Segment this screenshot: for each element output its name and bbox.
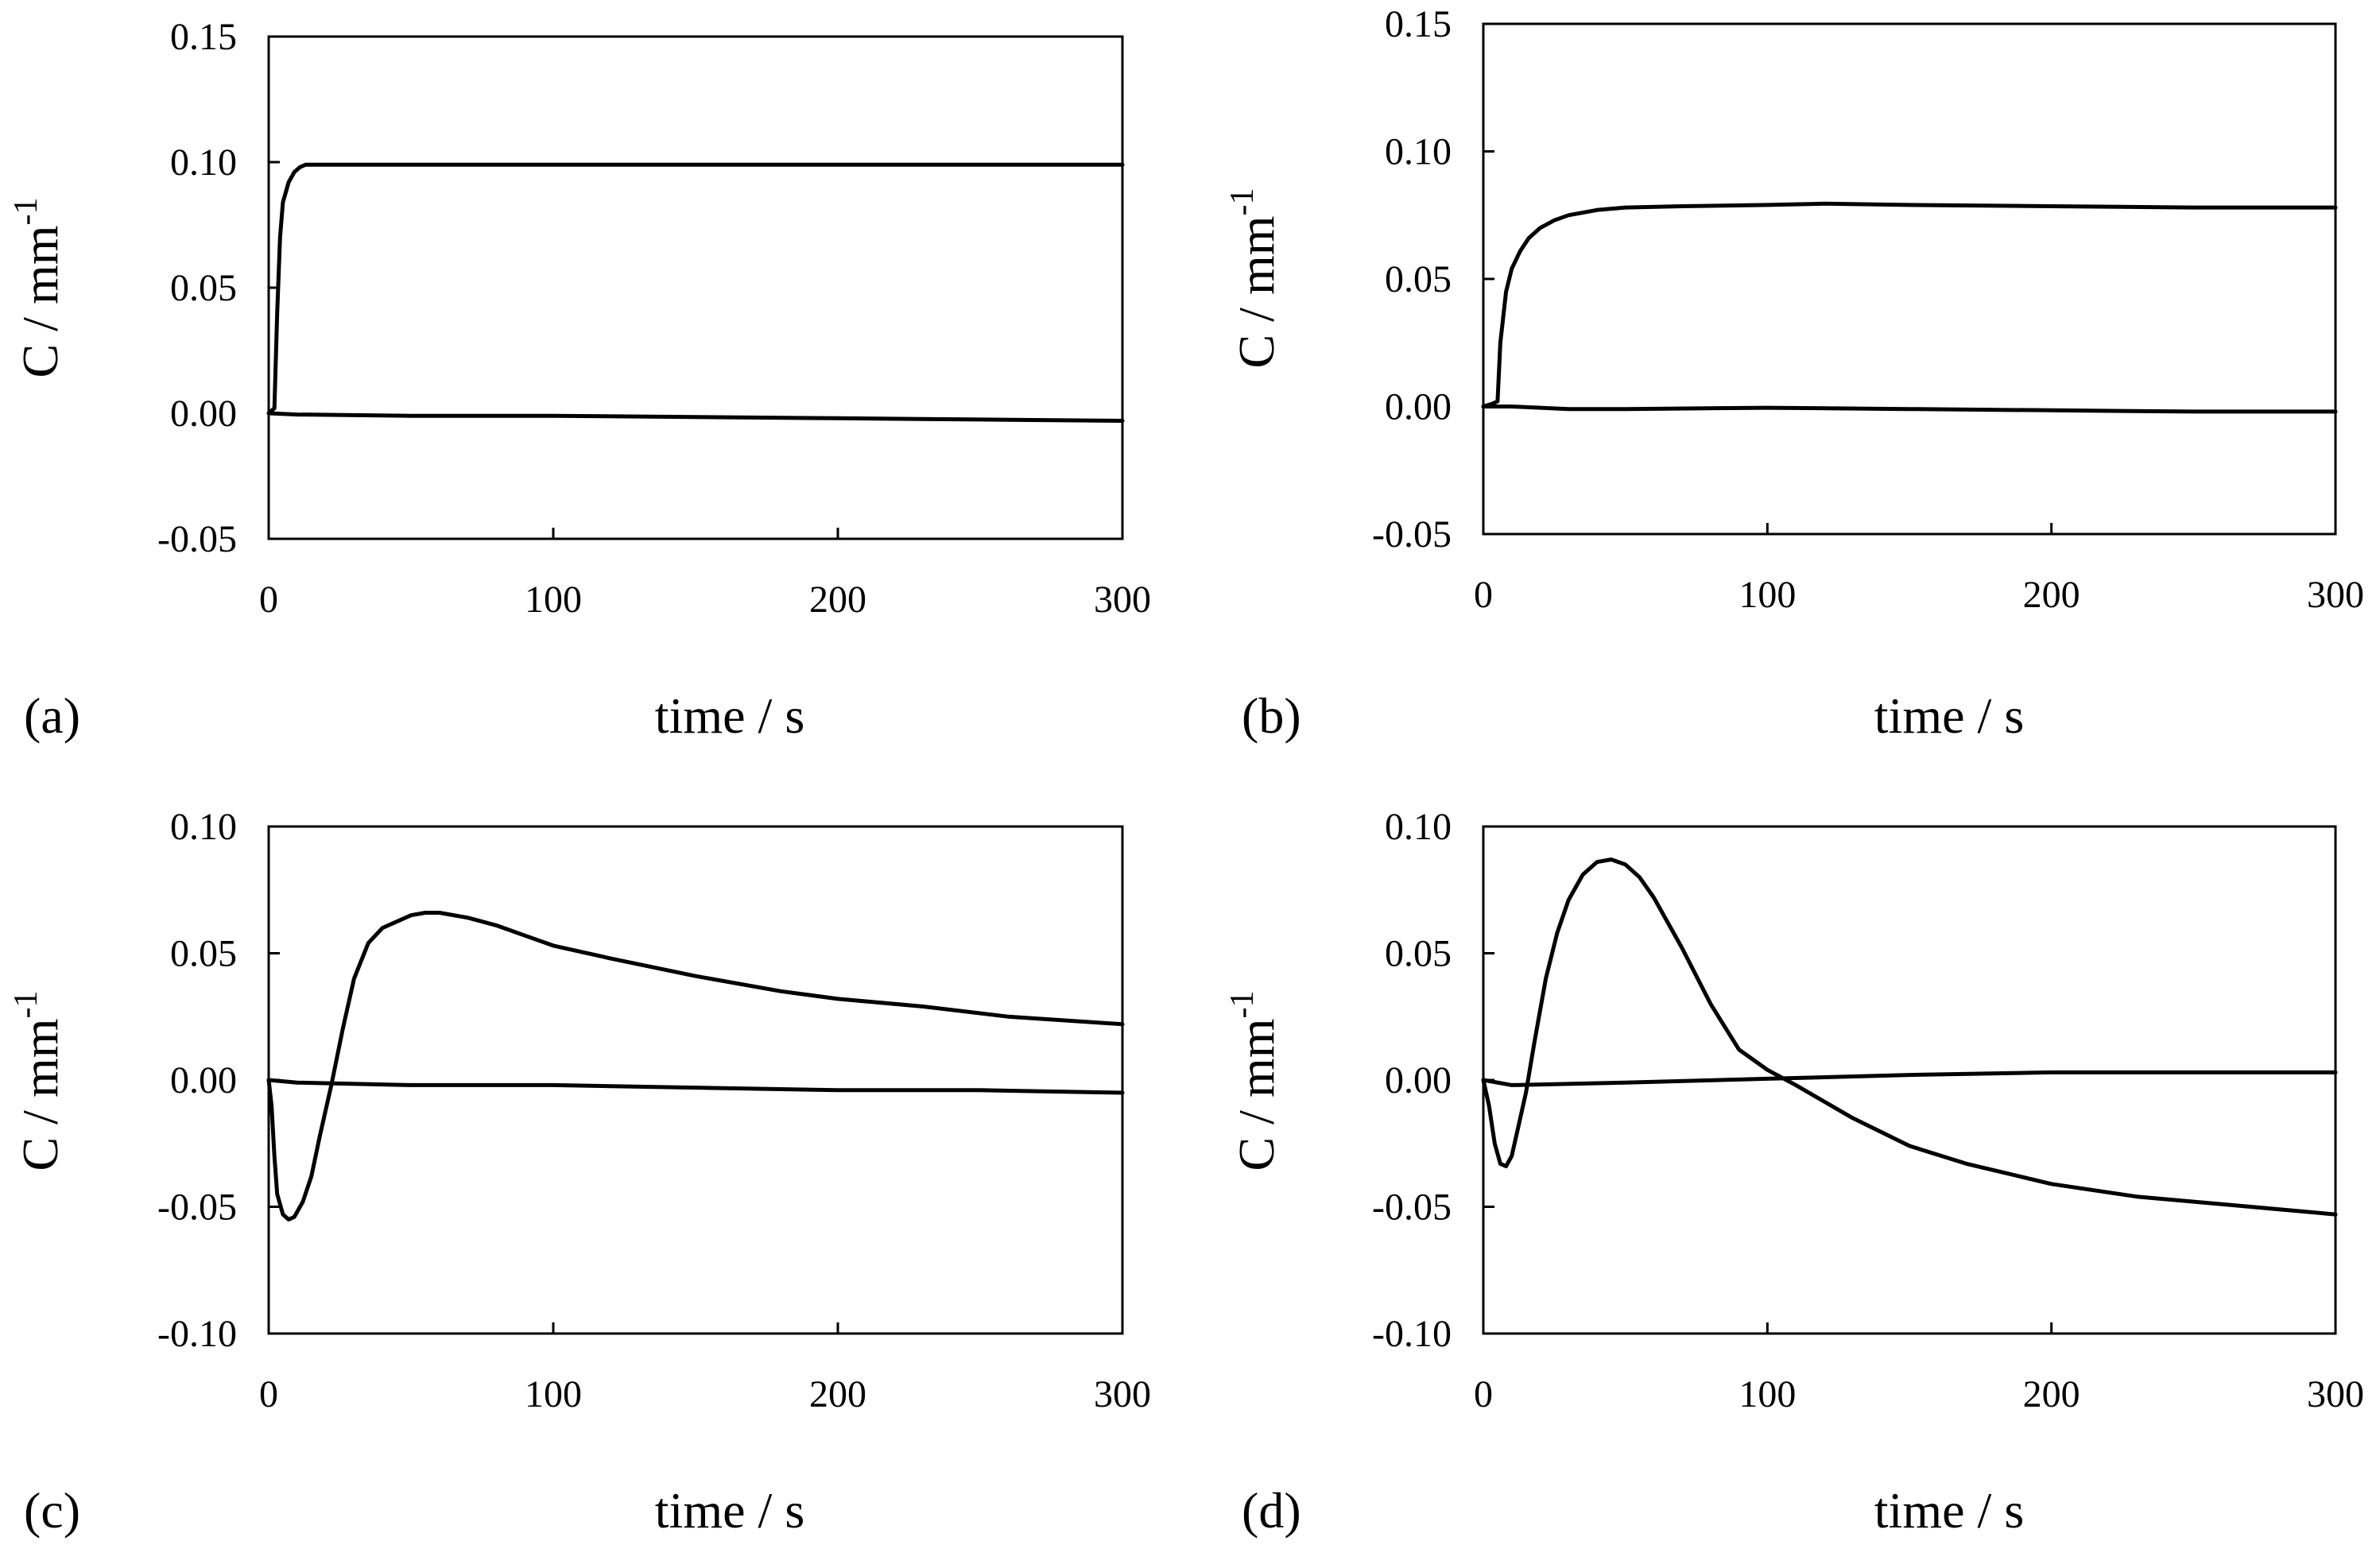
- series-line-c-1: [266, 911, 1125, 1221]
- panel-label-d: (d): [1242, 1482, 1301, 1539]
- panel-label-b: (b): [1242, 687, 1301, 744]
- y-tick-label-b-4: 0.15: [1385, 3, 1452, 45]
- series-line-a-1: [266, 162, 1125, 416]
- plot-frame-c: [267, 825, 1124, 1335]
- y-tick-label-a-0: -0.05: [157, 518, 237, 560]
- x-tick-label-c-0: 0: [259, 1373, 278, 1415]
- y-axis-label-d: C / mm-1: [1224, 990, 1285, 1171]
- series-line-d-1: [1481, 857, 2338, 1217]
- y-tick-label-c-3: 0.05: [170, 933, 237, 975]
- y-axis-label-a: C / mm-1: [8, 197, 68, 377]
- plot-frame-b: [1482, 22, 2337, 536]
- x-tick-label-a-0: 0: [259, 579, 278, 621]
- x-tick-label-d-3: 300: [2307, 1373, 2364, 1415]
- y-tick-label-d-0: -0.10: [1372, 1313, 1452, 1355]
- plot-frame-d: [1482, 825, 2337, 1335]
- x-tick-label-a-1: 100: [525, 579, 582, 621]
- x-axis-label-a: time / s: [655, 687, 804, 744]
- panel-b: -0.05 0.00 0.05 0.10 0.15 0 100 200 300 C / mm-…: [1224, 3, 2364, 744]
- series-line-b-2: [1481, 405, 2338, 414]
- plot-frame-a: [267, 35, 1124, 540]
- x-tick-label-b-2: 200: [2023, 574, 2080, 616]
- x-axis-label-d: time / s: [1874, 1482, 2024, 1539]
- y-tick-label-c-4: 0.10: [170, 806, 237, 848]
- x-tick-label-b-0: 0: [1474, 574, 1493, 616]
- y-tick-label-a-2: 0.05: [170, 267, 237, 309]
- panel-d: -0.10 -0.05 0.00 0.05 0.10 0 100 200 300 C / mm…: [1224, 806, 2364, 1539]
- series-line-d-2: [1481, 1070, 2338, 1087]
- series-line-c-2: [266, 1078, 1125, 1095]
- y-tick-label-a-4: 0.15: [170, 16, 237, 58]
- series-line-a-2: [266, 411, 1125, 423]
- x-axis-label-b: time / s: [1874, 687, 2024, 744]
- y-tick-label-a-1: 0.00: [170, 393, 237, 435]
- series-line-b-1: [1481, 201, 2338, 408]
- y-tick-label-b-2: 0.05: [1385, 258, 1452, 300]
- y-tick-label-b-1: 0.00: [1385, 386, 1452, 428]
- panel-label-a: (a): [24, 687, 80, 744]
- y-tick-label-b-0: -0.05: [1372, 513, 1452, 556]
- panel-label-c: (c): [24, 1482, 80, 1539]
- panel-c: -0.10 -0.05 0.00 0.05 0.10 0 100 200 300 C / mm…: [8, 806, 1151, 1539]
- x-axis-label-c: time / s: [655, 1482, 804, 1539]
- x-tick-label-b-3: 300: [2307, 574, 2364, 616]
- y-tick-label-c-1: -0.05: [157, 1187, 237, 1229]
- x-tick-label-c-3: 300: [1094, 1373, 1151, 1415]
- x-tick-label-b-1: 100: [1738, 574, 1796, 616]
- y-tick-label-c-0: -0.10: [157, 1313, 237, 1355]
- y-tick-label-b-3: 0.10: [1385, 131, 1452, 173]
- y-axis-label-c: C / mm-1: [8, 990, 68, 1171]
- y-tick-label-d-1: -0.05: [1372, 1187, 1452, 1229]
- y-tick-label-a-3: 0.10: [170, 141, 237, 184]
- y-tick-label-c-2: 0.00: [170, 1059, 237, 1101]
- y-tick-label-d-2: 0.00: [1385, 1059, 1452, 1101]
- x-tick-label-d-2: 200: [2023, 1373, 2080, 1415]
- x-tick-label-d-0: 0: [1474, 1373, 1493, 1415]
- x-tick-label-a-2: 200: [809, 579, 866, 621]
- x-tick-label-d-1: 100: [1738, 1373, 1796, 1415]
- x-tick-label-c-2: 200: [809, 1373, 866, 1415]
- y-tick-label-d-4: 0.10: [1385, 806, 1452, 848]
- y-axis-label-b: C / mm-1: [1224, 188, 1285, 368]
- x-tick-label-c-1: 100: [525, 1373, 582, 1415]
- panel-a: -0.05 0.00 0.05 0.10 0.15 0 100 200 300 C / mm-…: [8, 16, 1151, 744]
- y-tick-label-d-3: 0.05: [1385, 933, 1452, 975]
- x-tick-label-a-3: 300: [1094, 579, 1151, 621]
